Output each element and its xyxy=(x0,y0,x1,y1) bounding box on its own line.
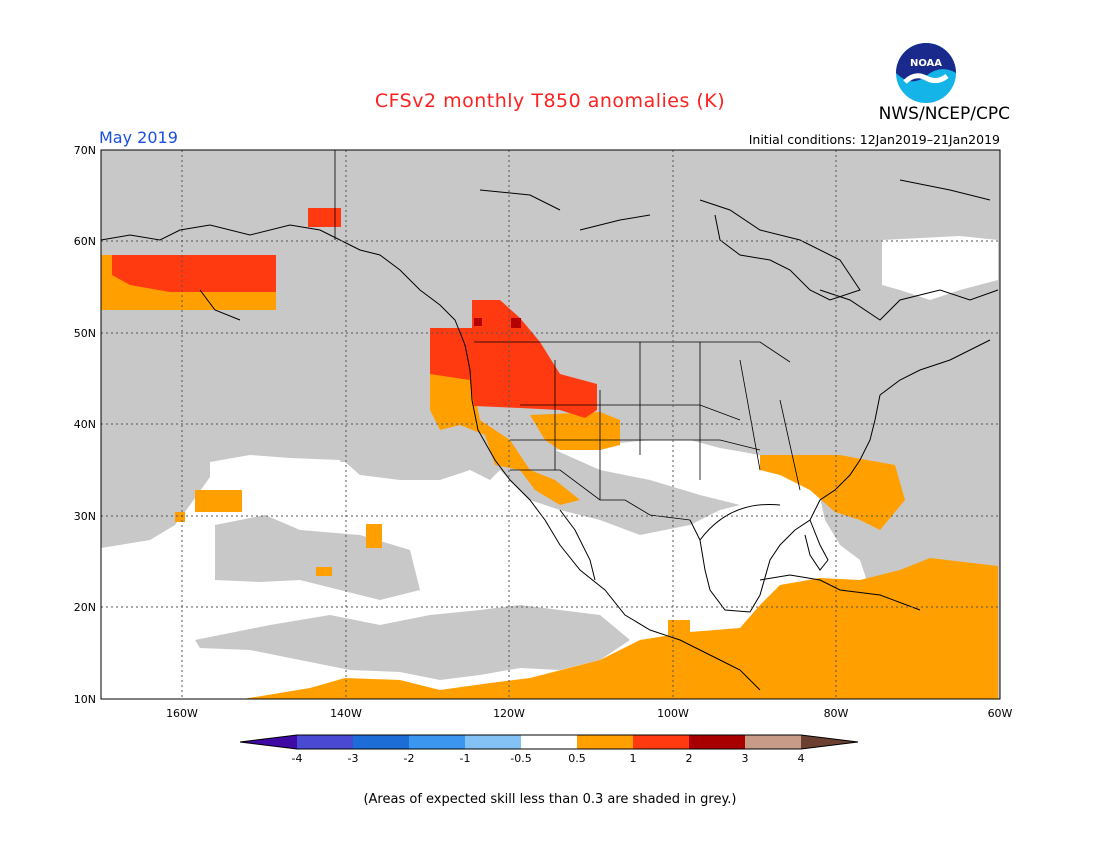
lat-axis: 70N 60N 50N 40N 30N 20N 10N xyxy=(74,144,96,706)
colorbar-label: 0.5 xyxy=(568,752,586,765)
colorbar-label: 3 xyxy=(742,752,749,765)
skill-grey-mid-pacific xyxy=(195,605,630,680)
agency-label: NWS/NCEP/CPC xyxy=(878,104,1010,124)
colorbar-label: -4 xyxy=(292,752,303,765)
anomaly-darkred-spot2 xyxy=(474,318,482,326)
map-area xyxy=(101,150,1000,699)
colorbar-label: -3 xyxy=(348,752,359,765)
colorbar-cell xyxy=(521,735,577,749)
borders xyxy=(334,150,801,521)
anomaly-orange-pacific-spot2 xyxy=(366,524,382,548)
map-title: CFSv2 monthly T850 anomalies (K) xyxy=(374,90,726,112)
colorbar-label: -1 xyxy=(460,752,471,765)
lat-tick-label: 10N xyxy=(74,693,96,706)
lat-tick-label: 30N xyxy=(74,510,96,523)
colorbar-cell xyxy=(633,735,689,749)
colorbar-label: -0.5 xyxy=(510,752,531,765)
anomaly-orange-westcoast xyxy=(430,370,580,505)
anomaly-orange-southwest xyxy=(530,412,620,450)
colorbar: -4 -3 -2 -1 -0.5 0.5 1 2 3 4 xyxy=(239,734,859,765)
graticule xyxy=(101,150,1000,699)
anomaly-orange-pacific-spot1 xyxy=(195,490,242,512)
skill-grey-north-pacific-white xyxy=(210,455,345,505)
colorbar-label: 1 xyxy=(630,752,637,765)
colorbar-label: 4 xyxy=(798,752,805,765)
lon-tick-label: 100W xyxy=(657,707,689,720)
colorbar-cell xyxy=(297,735,353,749)
anomaly-orange-caribbean xyxy=(243,558,998,699)
coastlines xyxy=(101,179,999,691)
skill-note: (Areas of expected skill less than 0.3 a… xyxy=(363,792,737,807)
colorbar-cell xyxy=(745,735,801,749)
lon-tick-label: 140W xyxy=(330,707,362,720)
anomaly-red-alaska xyxy=(112,255,276,292)
anomaly-darkred-spot xyxy=(511,318,521,328)
anomaly-red-alaska-north xyxy=(308,208,341,227)
neutral-region-labrador xyxy=(882,236,998,300)
colorbar-cell xyxy=(409,735,465,749)
colorbar-outline xyxy=(239,734,859,750)
colorbar-label: 2 xyxy=(686,752,693,765)
colorbar-cell xyxy=(577,735,633,749)
lon-tick-label: 160W xyxy=(166,707,198,720)
lat-tick-label: 70N xyxy=(74,144,96,157)
lat-tick-label: 50N xyxy=(74,327,96,340)
lon-axis: 160W 140W 120W 100W 80W 60W xyxy=(166,707,1012,720)
lat-tick-label: 40N xyxy=(74,418,96,431)
colorbar-cell xyxy=(689,735,745,749)
lon-tick-label: 120W xyxy=(493,707,525,720)
anomaly-orange-pacific-spot4 xyxy=(175,512,185,522)
map-frame xyxy=(100,149,1001,700)
logo-text: NOAA xyxy=(910,58,942,69)
lat-tick-label: 20N xyxy=(74,601,96,614)
colorbar-cell xyxy=(465,735,521,749)
colorbar-label: -2 xyxy=(404,752,415,765)
colorbar-cell xyxy=(240,735,297,749)
colorbar-cell xyxy=(353,735,409,749)
initial-conditions: Initial conditions: 12Jan2019–21Jan2019 xyxy=(748,132,1000,147)
noaa-logo: NOAA xyxy=(896,43,956,103)
lat-tick-label: 60N xyxy=(74,235,96,248)
anomaly-map: 70N 60N 50N 40N 30N 20N 10N 160W 140W 12… xyxy=(74,144,1013,765)
colorbar-cell xyxy=(801,735,858,749)
anomaly-orange-pacific-spot3 xyxy=(316,567,332,576)
forecast-month: May 2019 xyxy=(99,128,178,147)
lon-tick-label: 60W xyxy=(988,707,1013,720)
colorbar-labels: -4 -3 -2 -1 -0.5 0.5 1 2 3 4 xyxy=(292,752,805,765)
skill-grey-pacific-patch xyxy=(215,515,420,600)
lon-tick-label: 80W xyxy=(824,707,849,720)
